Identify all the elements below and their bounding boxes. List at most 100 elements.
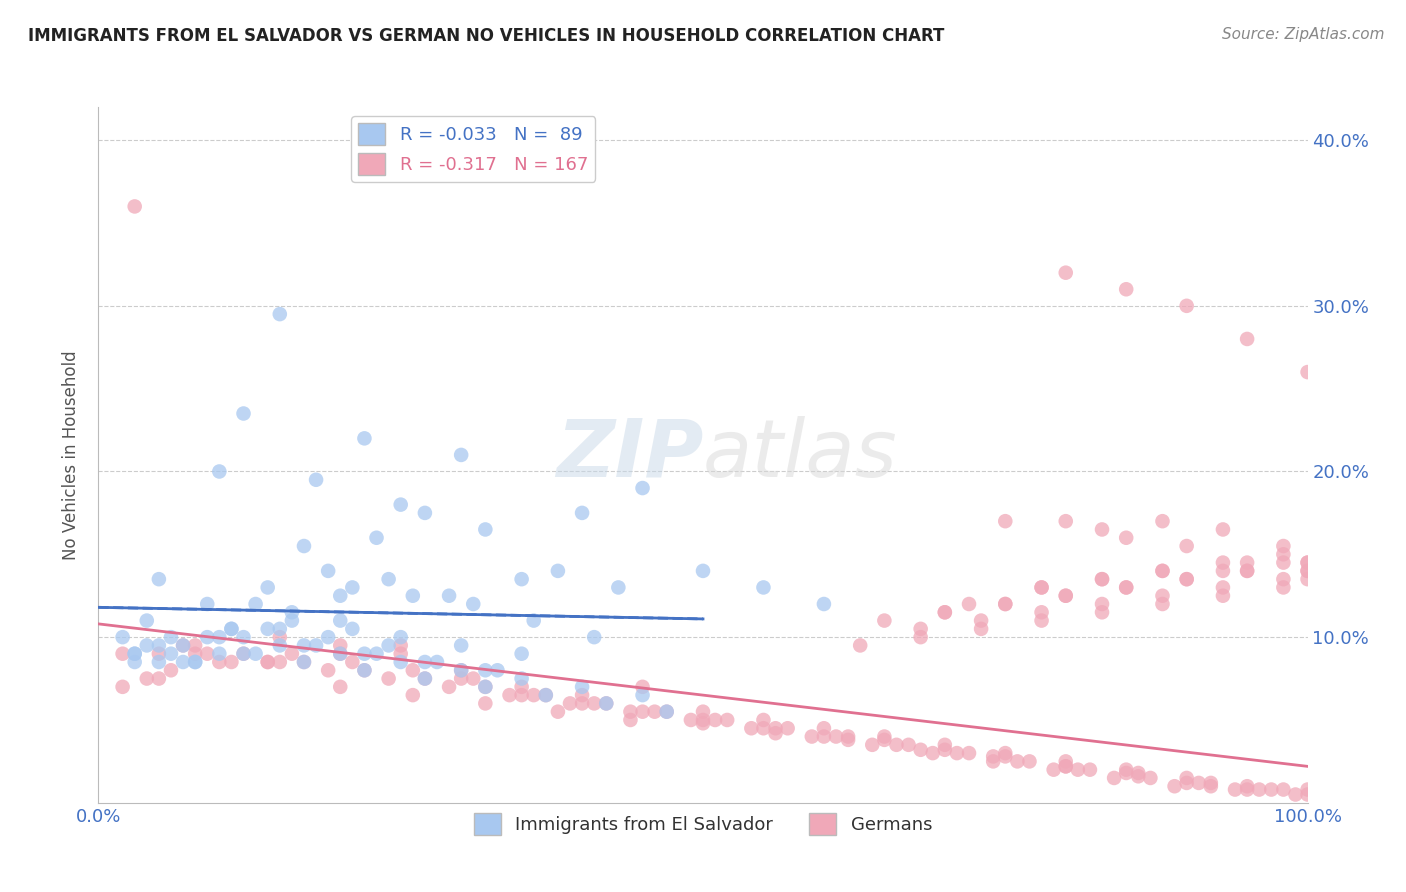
- Point: [450, 663, 472, 677]
- Point: [389, 630, 412, 644]
- Point: [873, 730, 896, 744]
- Point: [221, 622, 243, 636]
- Point: [1296, 572, 1319, 586]
- Point: [644, 705, 666, 719]
- Point: [1091, 572, 1114, 586]
- Point: [292, 655, 315, 669]
- Point: [886, 738, 908, 752]
- Point: [547, 705, 569, 719]
- Point: [353, 663, 375, 677]
- Point: [1128, 769, 1150, 783]
- Point: [981, 749, 1004, 764]
- Point: [1249, 782, 1271, 797]
- Point: [389, 639, 412, 653]
- Point: [946, 746, 969, 760]
- Legend: Immigrants from El Salvador, Germans: Immigrants from El Salvador, Germans: [467, 806, 939, 842]
- Point: [655, 705, 678, 719]
- Point: [1236, 564, 1258, 578]
- Point: [679, 713, 702, 727]
- Point: [437, 589, 460, 603]
- Point: [1199, 779, 1222, 793]
- Point: [377, 672, 399, 686]
- Point: [1296, 556, 1319, 570]
- Point: [1175, 771, 1198, 785]
- Point: [1152, 564, 1174, 578]
- Point: [269, 655, 291, 669]
- Point: [583, 697, 606, 711]
- Point: [1188, 776, 1211, 790]
- Point: [256, 622, 278, 636]
- Point: [366, 531, 388, 545]
- Point: [329, 614, 352, 628]
- Point: [692, 705, 714, 719]
- Point: [111, 680, 134, 694]
- Point: [619, 713, 641, 727]
- Point: [631, 688, 654, 702]
- Point: [1272, 539, 1295, 553]
- Point: [1152, 597, 1174, 611]
- Point: [837, 730, 859, 744]
- Point: [232, 647, 254, 661]
- Point: [1152, 564, 1174, 578]
- Point: [897, 738, 920, 752]
- Text: ZIP: ZIP: [555, 416, 703, 494]
- Point: [1115, 282, 1137, 296]
- Point: [655, 705, 678, 719]
- Point: [1296, 365, 1319, 379]
- Point: [474, 680, 496, 694]
- Point: [921, 746, 943, 760]
- Point: [813, 730, 835, 744]
- Point: [692, 564, 714, 578]
- Point: [1212, 523, 1234, 537]
- Point: [160, 647, 183, 661]
- Point: [160, 630, 183, 644]
- Point: [970, 614, 993, 628]
- Point: [245, 597, 267, 611]
- Point: [474, 697, 496, 711]
- Point: [1272, 547, 1295, 561]
- Point: [342, 622, 364, 636]
- Point: [195, 647, 218, 661]
- Point: [510, 672, 533, 686]
- Point: [342, 581, 364, 595]
- Point: [450, 448, 472, 462]
- Point: [184, 655, 207, 669]
- Point: [1102, 771, 1125, 785]
- Point: [232, 630, 254, 644]
- Point: [1042, 763, 1064, 777]
- Point: [389, 498, 412, 512]
- Point: [1091, 597, 1114, 611]
- Point: [1272, 556, 1295, 570]
- Point: [498, 688, 520, 702]
- Point: [413, 672, 436, 686]
- Point: [1296, 556, 1319, 570]
- Point: [1236, 556, 1258, 570]
- Point: [1272, 782, 1295, 797]
- Point: [752, 713, 775, 727]
- Point: [269, 630, 291, 644]
- Point: [329, 647, 352, 661]
- Point: [463, 672, 485, 686]
- Point: [860, 738, 883, 752]
- Point: [1296, 788, 1319, 802]
- Point: [571, 506, 593, 520]
- Point: [558, 697, 581, 711]
- Point: [934, 605, 956, 619]
- Point: [450, 663, 472, 677]
- Point: [389, 647, 412, 661]
- Point: [1163, 779, 1185, 793]
- Point: [1128, 766, 1150, 780]
- Point: [256, 655, 278, 669]
- Point: [1296, 782, 1319, 797]
- Point: [148, 639, 170, 653]
- Point: [474, 663, 496, 677]
- Point: [111, 647, 134, 661]
- Point: [474, 523, 496, 537]
- Point: [547, 564, 569, 578]
- Point: [1175, 776, 1198, 790]
- Point: [934, 743, 956, 757]
- Point: [825, 730, 848, 744]
- Point: [1212, 589, 1234, 603]
- Point: [595, 697, 617, 711]
- Point: [813, 721, 835, 735]
